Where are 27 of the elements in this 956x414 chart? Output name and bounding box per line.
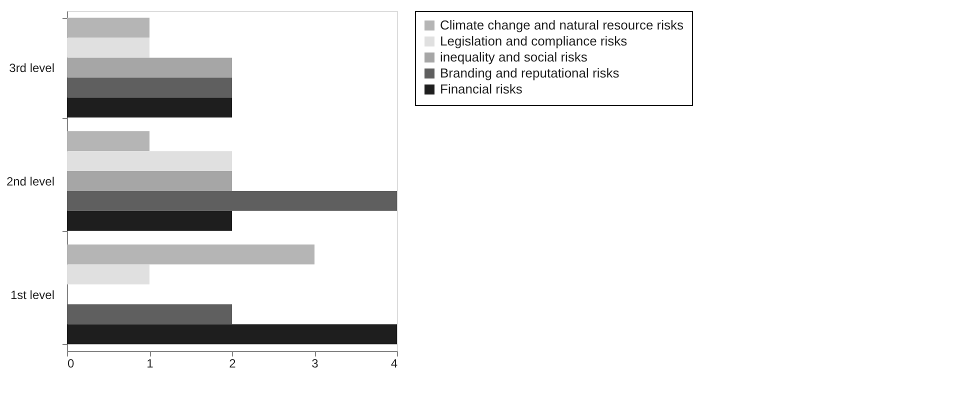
- x-tick-label: 1: [146, 356, 154, 370]
- bar: [67, 304, 232, 324]
- bar: [67, 264, 150, 284]
- bar: [67, 78, 232, 98]
- bar: [67, 18, 150, 38]
- y-tick-label: 3rd level: [9, 61, 54, 76]
- bar: [67, 244, 314, 264]
- bar: [67, 98, 232, 118]
- bar: [67, 210, 232, 231]
- legend-label: Branding and reputational risks: [440, 66, 620, 80]
- bar: [67, 171, 232, 191]
- y-tick-label: 2nd level: [6, 174, 54, 188]
- legend-label: Financial risks: [440, 82, 523, 96]
- legend-label: Climate change and natural resource risks: [440, 18, 684, 32]
- x-tick-label: 0: [68, 356, 74, 370]
- x-tick-label: 2: [229, 356, 236, 370]
- legend-label: Legislation and compliance risks: [440, 34, 628, 48]
- bar: [67, 324, 397, 344]
- bar: [67, 38, 150, 58]
- x-tick-label: 4: [390, 356, 398, 370]
- bar: [67, 58, 232, 78]
- y-tick-label: 1st level: [10, 288, 54, 302]
- legend-label: inequality and social risks: [440, 50, 588, 64]
- bar: [67, 190, 397, 211]
- x-tick-label: 3: [312, 356, 319, 370]
- bar: [67, 131, 150, 152]
- bar: [67, 151, 232, 172]
